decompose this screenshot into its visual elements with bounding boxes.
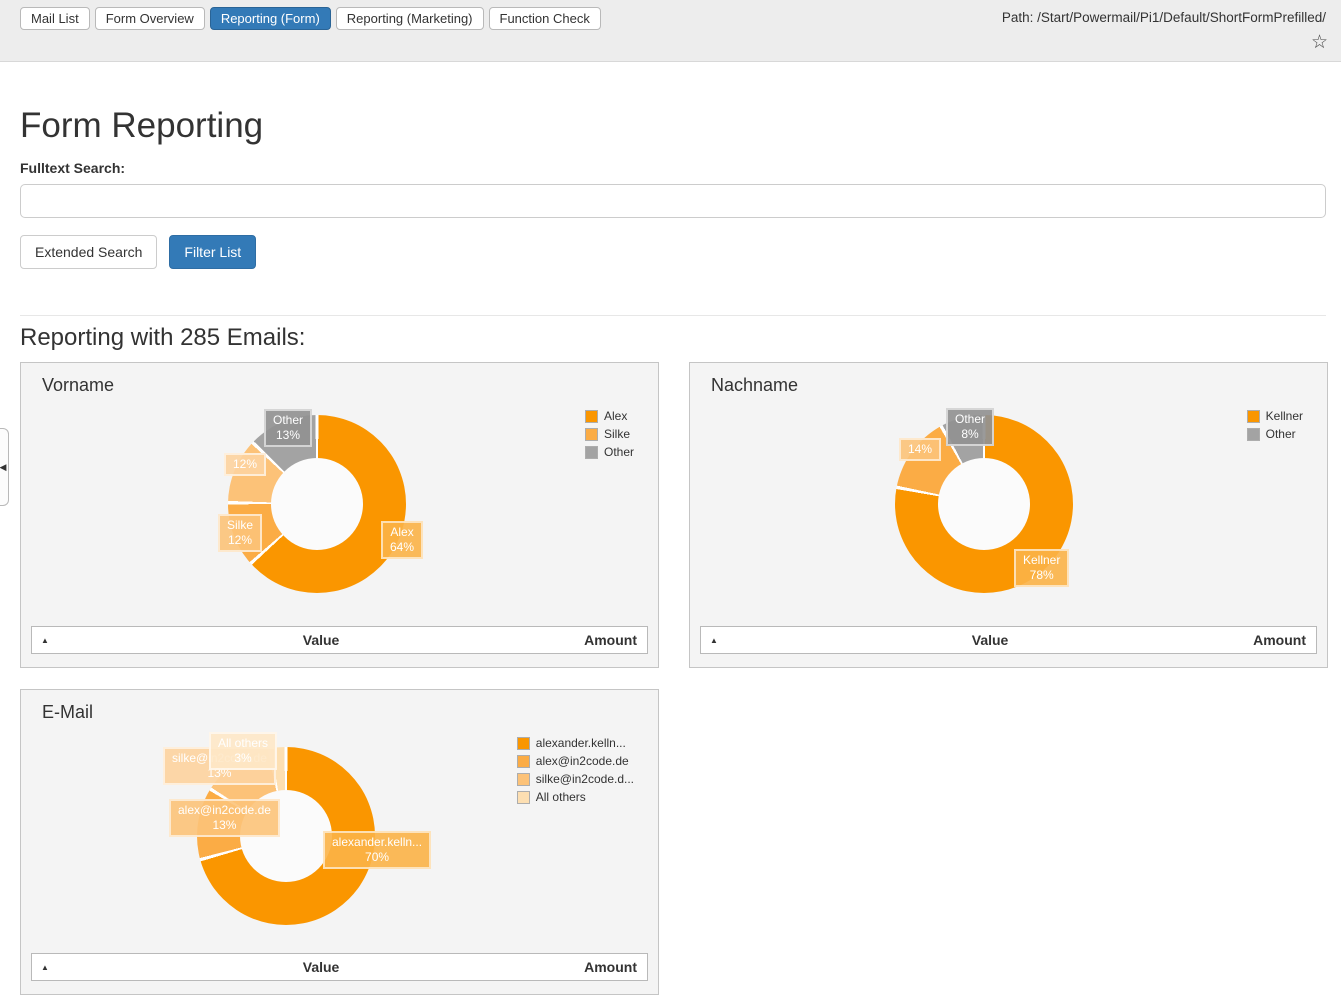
bookmark-star-icon[interactable]: ☆ [1310,32,1328,53]
result-table-header: ▲ Value Amount [31,953,648,981]
slice-label-14: 14% [899,438,942,461]
legend-item-other[interactable]: Other [1246,427,1303,441]
slice-label-other: Other 8% [946,408,995,446]
module-docheader: Mail List Form Overview Reporting (Form) Re… [0,0,1341,62]
value-column-header[interactable]: Value [971,632,1009,648]
amount-column-header[interactable]: Amount [1253,632,1306,648]
value-column-header[interactable]: Value [302,959,340,975]
legend-swatch-icon [1246,409,1260,423]
legend-item-other[interactable]: Other [584,445,634,459]
tab-reporting-form[interactable]: Reporting (Form) [209,7,331,30]
navigation-collapse-handle[interactable]: ◀ [0,428,9,506]
page-title: Form Reporting [20,106,264,145]
slice-label-kellner: Kellner 78% [1014,549,1070,587]
legend-item-alex-in2code-de[interactable]: alex@in2code.de [516,754,634,768]
legend-item-alex[interactable]: Alex [584,409,634,423]
tab-mail-list[interactable]: Mail List [20,7,90,30]
tab-form-overview[interactable]: Form Overview [94,7,205,30]
chart-legend: Kellner Other [1246,409,1303,445]
donut-hole [271,458,363,550]
legend-label: Silke [603,427,630,441]
legend-label: Alex [603,409,628,423]
legend-item-silke[interactable]: Silke [584,427,634,441]
legend-swatch-icon [516,772,530,786]
legend-label: Other [1265,427,1296,441]
page-path: Path: /Start/Powermail/Pi1/Default/Short… [1001,10,1326,25]
amount-column-header[interactable]: Amount [584,632,637,648]
fulltext-search-label: Fulltext Search: [20,160,126,176]
charts-grid: Vorname Alex Silke Other ▲ Value Amount Al… [20,362,1328,995]
section-divider [20,315,1326,316]
result-table-header: ▲ Value Amount [700,626,1317,654]
legend-swatch-icon [1246,427,1260,441]
filter-list-button[interactable]: Filter List [169,235,257,269]
slice-label-alexander-kelln: alexander.kelln... 70% [323,831,432,869]
value-column-header[interactable]: Value [302,632,340,648]
tab-function-check[interactable]: Function Check [488,7,601,30]
fulltext-search-input[interactable] [20,184,1326,218]
collapse-arrow-icon: ◀ [0,461,7,472]
legend-swatch-icon [516,736,530,750]
results-heading: Reporting with 285 Emails: [20,324,306,351]
legend-swatch-icon [584,409,598,423]
chart-title: E-Mail [42,702,94,722]
slice-label-alex: Alex 64% [381,521,424,559]
content-area: Form Reporting Fulltext Search: Extended… [20,106,1328,995]
slice-label-all-others: All others 3% [209,732,278,770]
legend-item-silke-in2code-d[interactable]: silke@in2code.d... [516,772,634,786]
legend-label: All others [535,790,586,804]
chart-title: Nachname [711,375,799,395]
sort-asc-icon: ▲ [41,635,49,645]
sort-asc-icon: ▲ [41,962,49,972]
slice-label-alex-in2code-de: alex@in2code.de 13% [169,799,280,837]
chart-panel-e-mail: E-Mail alexander.kelln... alex@in2code.de… [20,689,659,995]
chart-title: Vorname [42,375,115,395]
donut-chart[interactable] [228,415,406,593]
legend-label: Kellner [1265,409,1303,423]
legend-item-all-others[interactable]: All others [516,790,634,804]
legend-swatch-icon [516,790,530,804]
result-table-header: ▲ Value Amount [31,626,648,654]
legend-label: Other [603,445,634,459]
amount-column-header[interactable]: Amount [584,959,637,975]
slice-label-other: Other 13% [264,409,313,447]
extended-search-button[interactable]: Extended Search [20,235,158,269]
legend-label: silke@in2code.d... [535,772,634,786]
legend-swatch-icon [516,754,530,768]
search-actions: Extended Search Filter List [20,235,1326,269]
module-tabs: Mail List Form Overview Reporting (Form) Re… [20,7,601,30]
legend-label: alexander.kelln... [535,736,626,750]
legend-item-alexander-kelln[interactable]: alexander.kelln... [516,736,634,750]
sort-asc-icon: ▲ [710,635,718,645]
slice-label-silke: Silke 12% [218,514,263,552]
legend-label: alex@in2code.de [535,754,629,768]
chart-legend: Alex Silke Other [584,409,634,463]
slice-label-12: 12% [224,453,267,476]
donut-hole [938,458,1030,550]
tab-reporting-marketing[interactable]: Reporting (Marketing) [335,7,484,30]
chart-panel-vorname: Vorname Alex Silke Other ▲ Value Amount Al… [20,362,659,668]
legend-swatch-icon [584,445,598,459]
chart-legend: alexander.kelln... alex@in2code.de silke@i… [516,736,634,808]
legend-item-kellner[interactable]: Kellner [1246,409,1303,423]
chart-panel-nachname: Nachname Kellner Other ▲ Value Amount Kel… [689,362,1328,668]
legend-swatch-icon [584,427,598,441]
